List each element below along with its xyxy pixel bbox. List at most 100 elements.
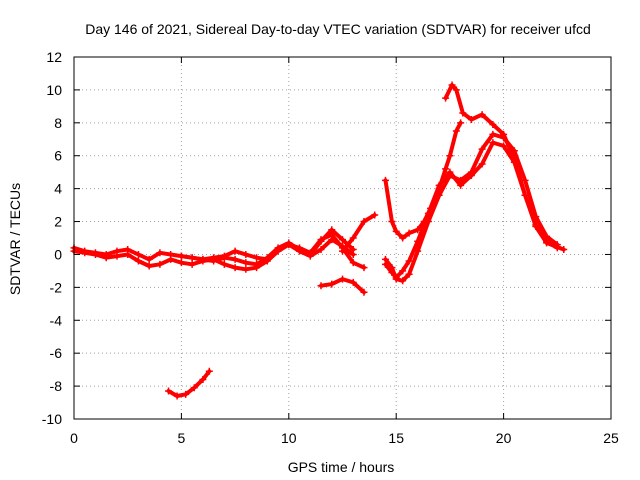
chart-title: Day 146 of 2021, Sidereal Day-to-day VTE… bbox=[85, 21, 591, 37]
data-point-marker bbox=[405, 229, 413, 237]
data-point-marker bbox=[405, 270, 413, 278]
series-track-9 bbox=[442, 81, 568, 254]
series-track-5 bbox=[339, 211, 379, 255]
data-point-marker bbox=[435, 181, 443, 189]
data-point-marker bbox=[457, 181, 465, 189]
data-point-marker bbox=[317, 282, 325, 290]
y-tick-label: 4 bbox=[54, 181, 62, 197]
data-point-marker bbox=[442, 165, 450, 173]
series-line bbox=[340, 213, 377, 254]
series-track-10 bbox=[165, 367, 213, 400]
y-axis-title: SDTVAR / TECUs bbox=[7, 183, 23, 295]
data-point-marker bbox=[371, 211, 379, 219]
data-point-marker bbox=[349, 234, 357, 242]
data-point-marker bbox=[199, 376, 207, 384]
data-point-marker bbox=[510, 155, 518, 163]
data-point-marker bbox=[165, 387, 173, 395]
y-tick-label: -2 bbox=[50, 279, 63, 295]
data-point-marker bbox=[500, 142, 508, 150]
data-point-marker bbox=[339, 275, 346, 283]
data-point-marker bbox=[467, 116, 475, 124]
data-point-marker bbox=[399, 267, 407, 275]
data-point-marker bbox=[188, 254, 196, 262]
data-point-marker bbox=[328, 231, 336, 239]
data-point-marker bbox=[349, 259, 357, 267]
data-point-marker bbox=[317, 236, 325, 244]
data-point-marker bbox=[392, 273, 400, 281]
data-point-marker bbox=[306, 249, 314, 257]
data-point-marker bbox=[467, 171, 475, 179]
x-tick-label: 20 bbox=[496, 430, 512, 446]
data-point-marker bbox=[414, 237, 422, 245]
data-point-marker bbox=[459, 109, 467, 117]
data-point-marker bbox=[478, 160, 486, 168]
data-point-marker bbox=[173, 392, 181, 400]
data-point-marker bbox=[339, 247, 346, 255]
data-point-marker bbox=[489, 120, 497, 128]
data-point-marker bbox=[360, 264, 368, 272]
data-point-marker bbox=[452, 86, 460, 94]
y-tick-label: 8 bbox=[54, 115, 62, 131]
series-line bbox=[166, 369, 212, 398]
y-tick-label: 6 bbox=[54, 148, 62, 164]
data-point-marker bbox=[560, 246, 568, 254]
data-point-marker bbox=[446, 152, 454, 160]
x-tick-label: 10 bbox=[281, 430, 297, 446]
x-tick-label: 15 bbox=[388, 430, 404, 446]
data-point-marker bbox=[113, 252, 121, 260]
data-point-marker bbox=[231, 255, 239, 263]
data-point-marker bbox=[532, 222, 540, 230]
data-point-marker bbox=[285, 241, 293, 249]
data-point-marker bbox=[543, 239, 551, 247]
data-point-marker bbox=[489, 130, 497, 138]
plot-frame bbox=[73, 56, 612, 420]
data-point-marker bbox=[205, 367, 213, 375]
y-tick-label: -8 bbox=[50, 378, 63, 394]
y-tick-label: 12 bbox=[46, 49, 62, 65]
data-point-marker bbox=[253, 254, 261, 262]
y-tick-label: 0 bbox=[54, 246, 62, 262]
data-point-marker bbox=[210, 254, 218, 262]
data-point-marker bbox=[134, 250, 142, 258]
data-point-marker bbox=[231, 264, 239, 272]
data-point-marker bbox=[220, 252, 228, 260]
data-point-marker bbox=[360, 218, 368, 226]
data-point-marker bbox=[134, 257, 142, 265]
data-point-marker bbox=[521, 191, 529, 199]
x-tick-label: 25 bbox=[603, 430, 619, 446]
data-point-marker bbox=[381, 176, 389, 184]
data-point-marker bbox=[156, 249, 164, 257]
data-point-marker bbox=[328, 280, 336, 288]
data-point-marker bbox=[405, 257, 413, 265]
data-point-marker bbox=[478, 111, 486, 119]
tick-labels: 0 5 10 15 20 25 -10 -8 -6 -4 -2 0 2 4 6 8 10 12 bbox=[42, 49, 619, 446]
data-point-marker bbox=[381, 260, 389, 268]
data-point-marker bbox=[199, 255, 207, 263]
y-tick-label: -4 bbox=[50, 312, 63, 328]
y-tick-label: -6 bbox=[50, 345, 63, 361]
series-track-4 bbox=[317, 275, 368, 296]
axis-ticks bbox=[73, 56, 612, 420]
y-tick-label: -10 bbox=[42, 411, 62, 427]
data-point-marker bbox=[231, 247, 239, 255]
data-point-marker bbox=[317, 246, 325, 254]
data-point-marker bbox=[349, 278, 357, 286]
series-track-3 bbox=[177, 231, 368, 272]
data-point-marker bbox=[242, 265, 250, 273]
data-point-marker bbox=[500, 130, 508, 138]
data-point-marker bbox=[274, 246, 282, 254]
data-point-marker bbox=[296, 244, 304, 252]
data-point-marker bbox=[360, 288, 368, 296]
data-point-marker bbox=[188, 260, 196, 268]
y-tick-label: 10 bbox=[46, 82, 62, 98]
data-point-marker bbox=[190, 384, 198, 392]
data-point-marker bbox=[452, 127, 460, 135]
data-point-marker bbox=[81, 249, 89, 257]
data-point-marker bbox=[399, 277, 407, 285]
data-point-marker bbox=[145, 262, 153, 270]
data-point-marker bbox=[392, 227, 400, 235]
data-point-marker bbox=[478, 145, 486, 153]
data-point-marker bbox=[177, 252, 185, 260]
x-tick-label: 5 bbox=[178, 430, 186, 446]
